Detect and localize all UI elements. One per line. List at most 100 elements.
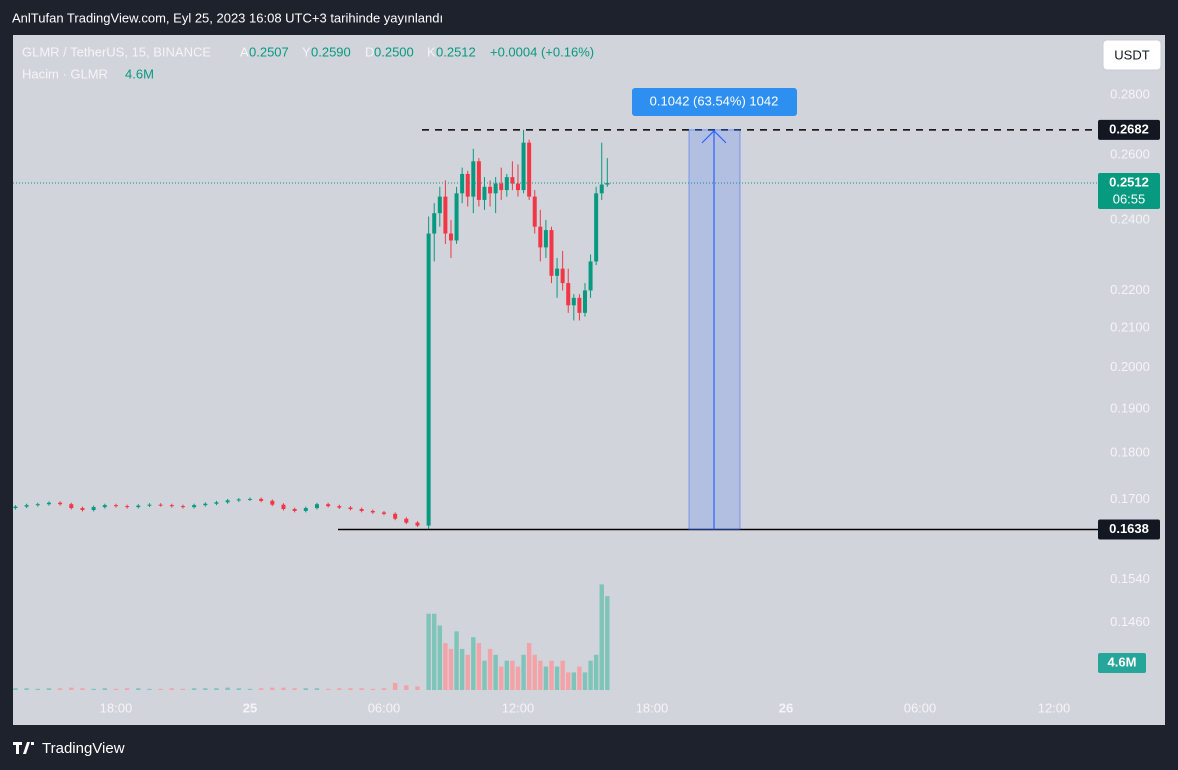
volume-bar [57,688,63,690]
logo-icon [13,742,34,754]
candle-body [448,233,453,241]
volume-bar [13,688,18,690]
candle-body [532,196,537,227]
volume-bar [487,648,493,690]
volume-bar [504,660,510,690]
volume-bar [337,688,342,690]
symbol: GLMR / TetherUS, 15, BINANCE [22,44,211,59]
y-tick-label: 0.1540 [1110,571,1150,586]
candle-body [136,505,141,508]
x-tick-label: 18:00 [636,700,669,715]
volume-bar [593,654,599,690]
candle-body [599,184,604,194]
candle-body [527,142,532,197]
candle-body [113,505,118,507]
x-tick-label: 12:00 [502,700,535,715]
candle-body [594,193,599,262]
volume-tag [1098,653,1146,674]
candle-body [80,508,85,510]
volume-bar [471,637,476,690]
candle-body [454,193,459,241]
volume-bar [147,688,152,690]
volume-bar [532,654,537,690]
candle-body [404,518,409,523]
candle-body [504,177,509,191]
candle-body [499,183,504,191]
candle-body [281,504,286,510]
candle-body [169,505,174,507]
candle-body [443,196,448,234]
volume-bar [247,688,253,690]
volume-bar [392,682,398,690]
x-tick-label: 12:00 [1038,700,1071,715]
close-value: 0.2512 [436,44,476,59]
volume-bar [203,688,208,690]
y-tick-label: 0.2600 [1110,146,1150,161]
candle-body [476,161,481,200]
candle-body [381,512,386,514]
candle-body [555,268,560,276]
plot: 0.2800 0.2600 0.2400 0.2200 0.2100 0.2000 0.19… [13,86,1160,715]
footer-logo: TradingView [13,740,125,757]
candle-body [192,505,197,508]
x-tick-label: 06:00 [368,700,401,715]
volume-bar [292,688,297,690]
currency-button[interactable] [1102,39,1162,71]
volume-bar [582,672,588,690]
volume-bar [605,596,610,690]
volume-bar [566,672,571,690]
chart-pane [13,35,1165,725]
candle-body [158,504,163,506]
candle-body [13,506,18,509]
candle-body [359,509,364,511]
candle-body [46,502,51,505]
volume-bar [91,688,96,690]
volume-bar [270,687,275,690]
candle-body [465,173,470,197]
candle-body [588,261,593,291]
volume-bar [69,687,74,690]
candle-body [488,186,493,194]
volume-bar [325,688,331,690]
candle-body [292,509,297,511]
candle-body [225,500,230,503]
measure-label: 0.1042 (63.54%) 1042 [650,93,779,108]
volume-bar [24,688,29,690]
level-tag [1098,519,1160,540]
volume-bar [554,666,560,690]
volume-bar [493,654,498,690]
volume-bar [465,654,470,690]
last-price-tag [1098,172,1160,209]
candle-body [337,506,342,508]
volume-bar [381,688,387,690]
candle-body [493,183,498,194]
volume-bar [124,688,130,690]
measure-label-box [632,88,797,116]
volume-bar [102,688,107,690]
candle-body [577,297,582,313]
x-tick-label: 25 [243,700,257,715]
volume-bar [432,613,437,690]
y-tick-label: 0.1460 [1110,614,1150,629]
candle-body [58,502,63,505]
volume-bar [281,687,286,690]
volume-bar [577,666,582,690]
volume-bar [437,625,443,690]
candle-body [515,183,520,191]
y-tick-label: 0.2000 [1110,359,1150,374]
volume-bar [459,648,465,690]
y-tick-label: 0.1700 [1110,491,1150,506]
volume-bar [426,613,431,690]
candle-body [393,513,398,519]
y-tick-label: 0.2100 [1110,320,1150,335]
volume-bar [80,688,85,690]
currency-button-label[interactable]: USDT [1114,47,1149,62]
volume-bar [549,660,554,690]
volume-bar [404,685,409,690]
open-value: 0.2507 [249,44,289,59]
high-value: 0.2590 [311,44,351,59]
x-tick-label: 18:00 [100,700,133,715]
candle-body [370,510,375,513]
candle-body [521,142,526,191]
